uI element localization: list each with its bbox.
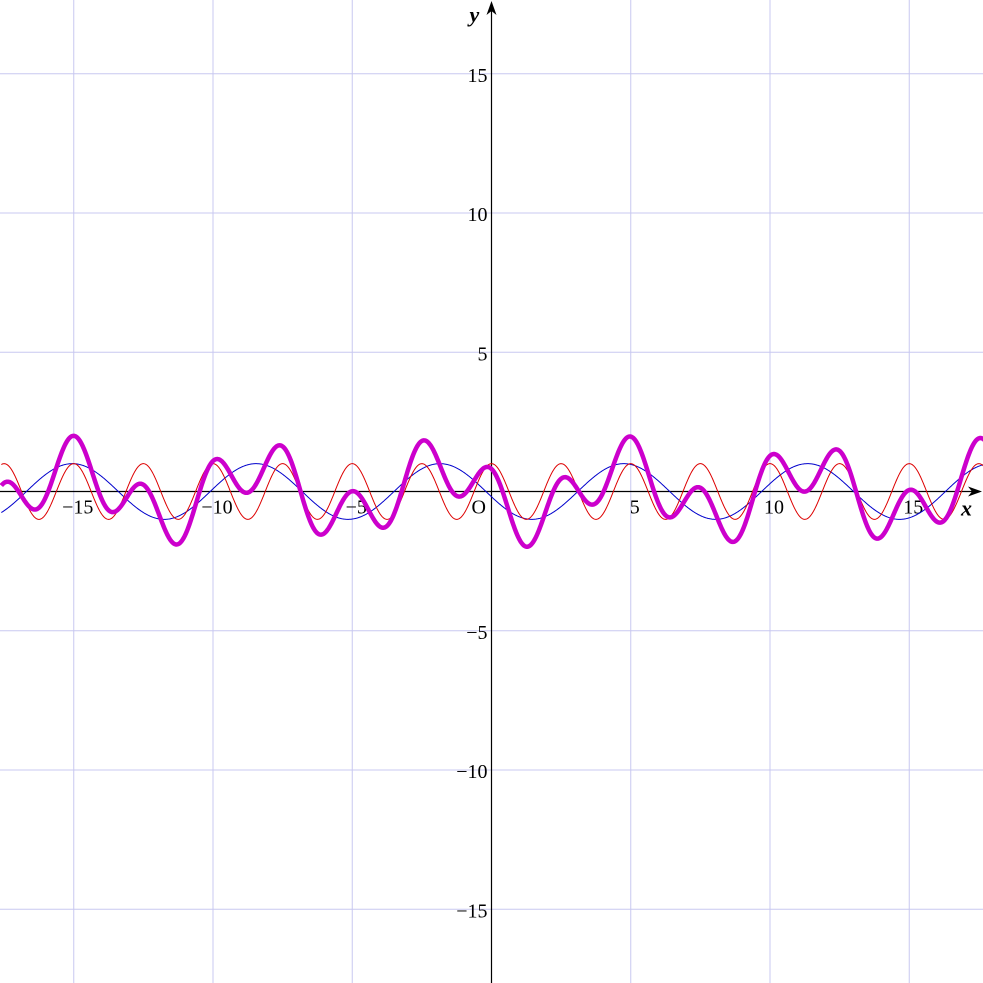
x-axis-arrow xyxy=(968,486,982,497)
x-tick-label: −10 xyxy=(201,497,232,519)
y-tick-label: −10 xyxy=(456,761,487,783)
series-line xyxy=(1,463,983,520)
y-axis-label: y xyxy=(467,2,480,27)
x-tick-label: −15 xyxy=(62,497,93,519)
y-tick-label: −15 xyxy=(456,900,487,922)
x-axis-label: x xyxy=(960,496,972,521)
origin-label: O xyxy=(472,497,486,519)
series-curves xyxy=(0,433,983,549)
y-tick-label: 5 xyxy=(478,343,488,365)
series-line xyxy=(0,433,983,549)
y-axis-arrow xyxy=(486,1,497,15)
x-tick-label: 5 xyxy=(630,497,640,519)
x-tick-label: 15 xyxy=(903,497,923,519)
y-tick-label: 10 xyxy=(468,204,488,226)
y-tick-label: −5 xyxy=(466,622,487,644)
x-tick-label: 10 xyxy=(764,497,784,519)
y-tick-label: 15 xyxy=(468,65,488,87)
